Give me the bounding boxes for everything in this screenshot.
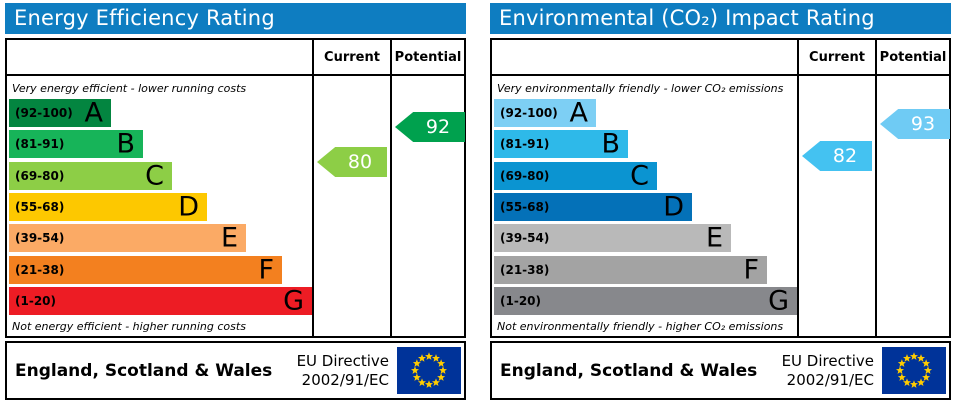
eu-directive-line1: EU Directive bbox=[296, 351, 389, 370]
energy-panel-title: Energy Efficiency Rating bbox=[5, 3, 466, 34]
top-caption: Very energy efficient - lower running co… bbox=[12, 82, 247, 95]
band-letter: C bbox=[630, 160, 649, 192]
band-scale: Very energy efficient - lower running co… bbox=[7, 76, 312, 336]
band-letter: B bbox=[601, 128, 620, 160]
band-row-a: (92-100) A bbox=[494, 99, 596, 127]
band-range-label: (1-20) bbox=[15, 294, 56, 309]
energy-rating-table: Current Potential Very energy efficient … bbox=[5, 38, 466, 338]
current-rating-arrow: 80 bbox=[317, 147, 387, 177]
band-range-label: (81-91) bbox=[15, 137, 65, 152]
co2-panel-title: Environmental (CO₂) Impact Rating bbox=[490, 3, 951, 34]
band-letter: C bbox=[145, 160, 164, 192]
band-range-label: (69-80) bbox=[15, 168, 65, 183]
table-header-row: Current Potential bbox=[7, 40, 464, 76]
eu-directive-line2: 2002/91/EC bbox=[786, 370, 874, 389]
band-range-label: (39-54) bbox=[500, 231, 550, 246]
band-range-label: (92-100) bbox=[500, 106, 558, 120]
band-row-g: (1-20) G bbox=[494, 285, 797, 317]
band-letter: A bbox=[569, 97, 588, 129]
band-letter: G bbox=[768, 285, 789, 317]
band-range-label: (81-91) bbox=[500, 137, 550, 152]
panel-footer: England, Scotland & Wales EU Directive 2… bbox=[5, 341, 466, 400]
potential-value-cell: 93 bbox=[875, 76, 950, 336]
table-header-row: Current Potential bbox=[492, 40, 949, 76]
band-row-f: (21-38) F bbox=[494, 254, 767, 286]
band-letter: D bbox=[178, 191, 199, 223]
potential-column-header: Potential bbox=[875, 40, 949, 74]
band-row-d: (55-68) D bbox=[494, 191, 692, 223]
band-range-label: (21-38) bbox=[15, 262, 65, 277]
band-letter: E bbox=[705, 222, 723, 254]
band-row-g: (1-20) G bbox=[9, 285, 312, 317]
energy-efficiency-panel: Energy Efficiency Rating Current Potenti… bbox=[5, 3, 466, 400]
region-label: England, Scotland & Wales bbox=[500, 360, 758, 381]
table-body: Very environmentally friendly - lower CO… bbox=[492, 76, 950, 336]
band-row-f: (21-38) F bbox=[9, 254, 282, 286]
current-value-cell: 80 bbox=[312, 76, 390, 336]
eu-flag-icon bbox=[882, 347, 946, 394]
band-range-label: (55-68) bbox=[500, 200, 550, 215]
bottom-caption: Not environmentally friendly - higher CO… bbox=[497, 320, 784, 333]
band-letter: D bbox=[663, 191, 684, 223]
eu-directive-line2: 2002/91/EC bbox=[301, 370, 389, 389]
band-row-d: (55-68) D bbox=[9, 191, 207, 223]
current-column-header: Current bbox=[797, 40, 875, 74]
panel-footer: England, Scotland & Wales EU Directive 2… bbox=[490, 341, 951, 400]
band-row-b: (81-91) B bbox=[9, 128, 143, 160]
header-spacer bbox=[7, 40, 312, 74]
band-letter: F bbox=[258, 254, 274, 286]
band-range-label: (21-38) bbox=[500, 262, 550, 277]
potential-rating-arrow: 92 bbox=[395, 112, 465, 142]
band-letter: A bbox=[84, 97, 103, 129]
eu-directive-line1: EU Directive bbox=[781, 351, 874, 370]
potential-rating-arrow: 93 bbox=[880, 109, 950, 139]
band-range-label: (55-68) bbox=[15, 200, 65, 215]
table-body: Very energy efficient - lower running co… bbox=[7, 76, 465, 336]
band-letter: E bbox=[220, 222, 238, 254]
header-spacer bbox=[492, 40, 797, 74]
eu-directive-label: EU Directive 2002/91/EC bbox=[782, 352, 874, 390]
potential-value-cell: 92 bbox=[390, 76, 465, 336]
band-row-e: (39-54) E bbox=[494, 222, 731, 254]
eu-flag-icon bbox=[397, 347, 461, 394]
current-rating-arrow: 82 bbox=[802, 141, 872, 171]
band-letter: G bbox=[283, 285, 304, 317]
band-letter: B bbox=[116, 128, 135, 160]
band-row-e: (39-54) E bbox=[9, 222, 246, 254]
band-letter: F bbox=[743, 254, 759, 286]
co2-rating-table: Current Potential Very environmentally f… bbox=[490, 38, 951, 338]
band-range-label: (1-20) bbox=[500, 294, 541, 309]
current-value-cell: 82 bbox=[797, 76, 875, 336]
band-row-c: (69-80) C bbox=[494, 160, 657, 192]
band-scale: Very environmentally friendly - lower CO… bbox=[492, 76, 797, 336]
region-label: England, Scotland & Wales bbox=[15, 360, 273, 381]
bottom-caption: Not energy efficient - higher running co… bbox=[12, 320, 246, 333]
band-range-label: (69-80) bbox=[500, 168, 550, 183]
band-range-label: (92-100) bbox=[15, 106, 73, 120]
top-caption: Very environmentally friendly - lower CO… bbox=[497, 82, 784, 95]
band-range-label: (39-54) bbox=[15, 231, 65, 246]
band-row-a: (92-100) A bbox=[9, 99, 111, 127]
current-column-header: Current bbox=[312, 40, 390, 74]
band-row-c: (69-80) C bbox=[9, 160, 172, 192]
eu-directive-label: EU Directive 2002/91/EC bbox=[297, 352, 389, 390]
co2-impact-panel: Environmental (CO₂) Impact Rating Curren… bbox=[490, 3, 951, 400]
potential-column-header: Potential bbox=[390, 40, 464, 74]
band-row-b: (81-91) B bbox=[494, 128, 628, 160]
